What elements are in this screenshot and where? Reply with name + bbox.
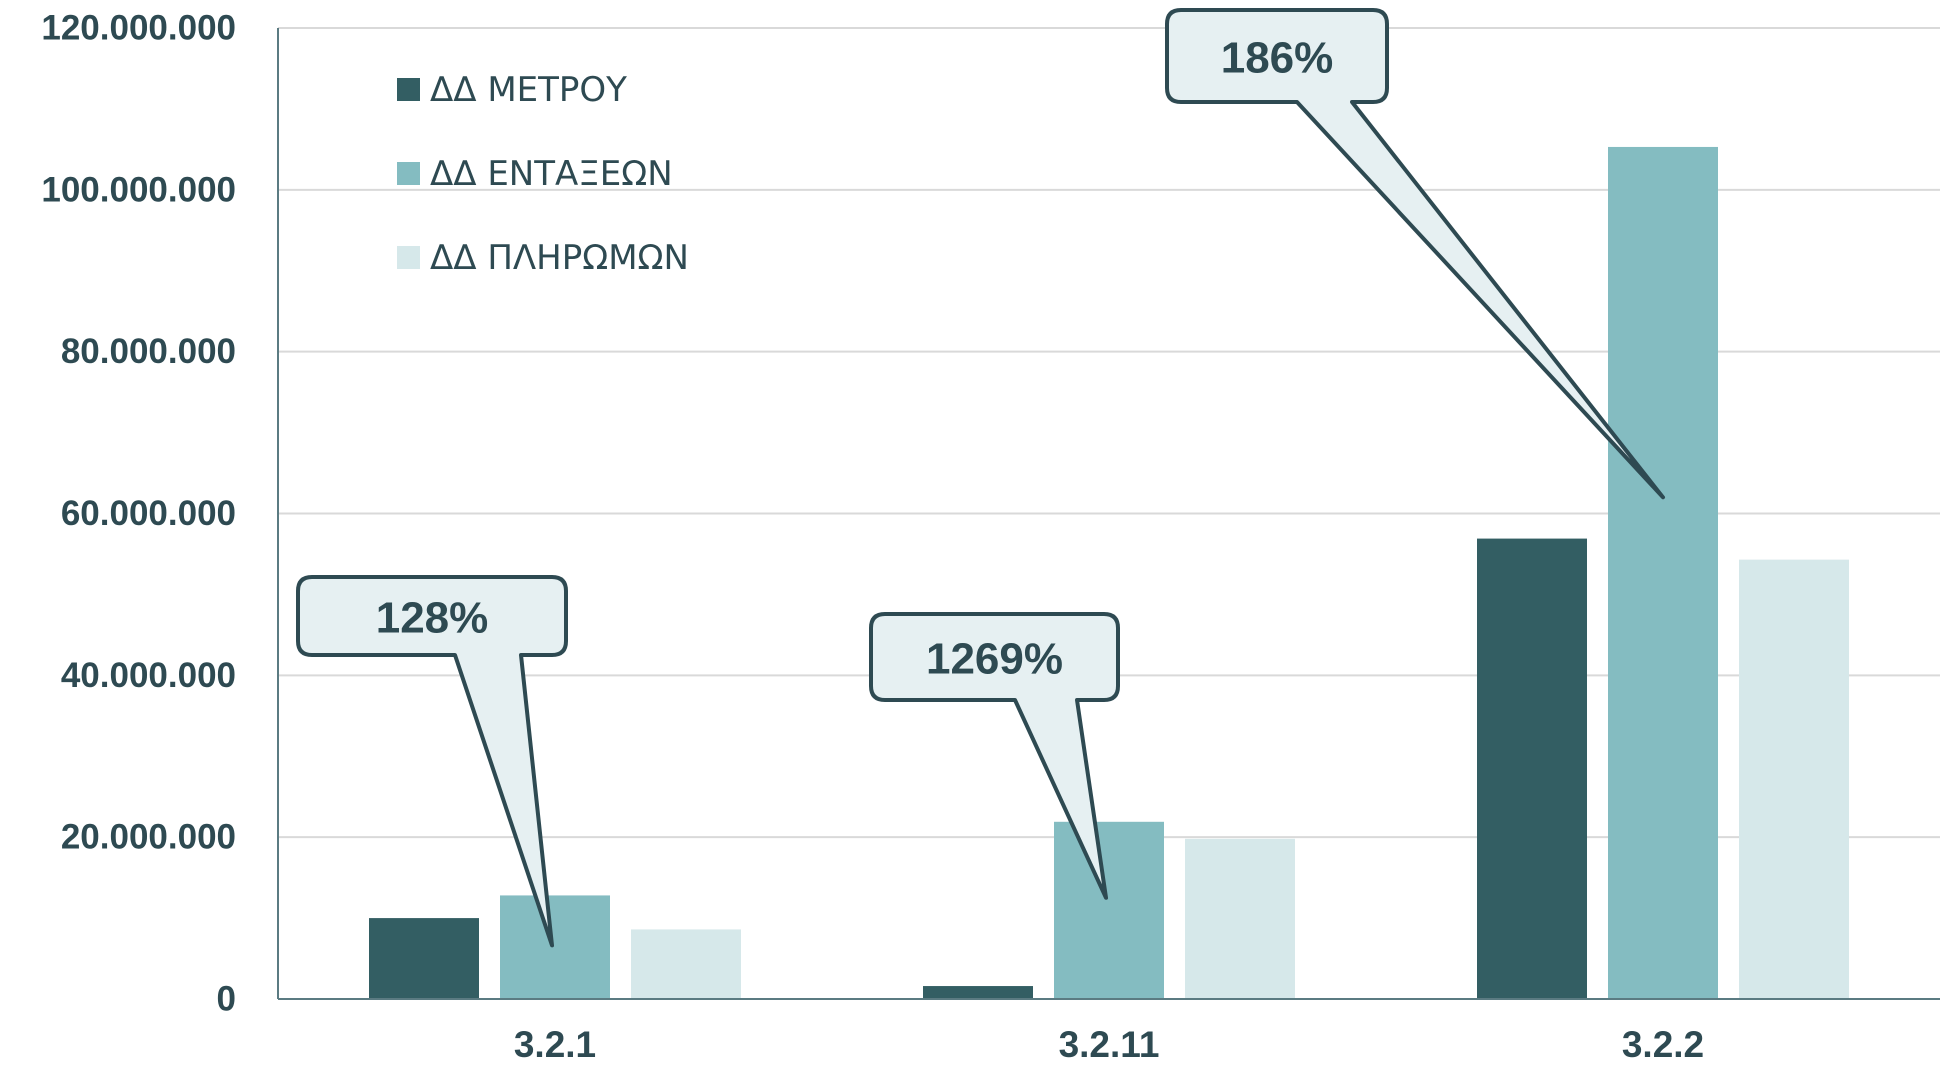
bars — [369, 146, 1849, 999]
bar-3-3.2.2 — [1739, 559, 1849, 999]
y-tick-label: 60.000.000 — [61, 494, 236, 533]
callout-label: 186% — [1221, 34, 1334, 83]
legend-label: ΔΔ ΜΕΤΡΟΥ — [430, 70, 627, 110]
y-tick-label: 120.000.000 — [41, 9, 236, 48]
x-axis-category-labels: 3.2.1 3.2.11 3.2.2 — [514, 1024, 1704, 1065]
callout-bubble — [1165, 8, 1665, 500]
bar-1-3.2.2 — [1477, 538, 1587, 999]
y-tick-label: 80.000.000 — [61, 332, 236, 371]
x-category-label: 3.2.1 — [514, 1024, 596, 1065]
legend-label: ΔΔ ΕΝΤΑΞΕΩΝ — [430, 154, 673, 194]
callout-bubble — [296, 575, 568, 948]
bar-2-3.2.11 — [1054, 821, 1164, 999]
y-tick-label: 40.000.000 — [61, 656, 236, 695]
legend-label: ΔΔ ΠΛΗΡΩΜΩΝ — [430, 238, 689, 278]
y-tick-label: 20.000.000 — [61, 818, 236, 857]
callout-bubble — [869, 612, 1120, 900]
callout-label: 128% — [376, 594, 489, 643]
x-category-label: 3.2.11 — [1059, 1024, 1160, 1065]
callouts: 128% 1269% 186% — [296, 8, 1665, 948]
callout-label: 1269% — [926, 635, 1063, 684]
bar-2-3.2.2 — [1608, 146, 1718, 999]
x-category-label: 3.2.2 — [1622, 1024, 1704, 1065]
bar-1-3.2.11 — [923, 986, 1033, 999]
y-tick-label: 100.000.000 — [41, 170, 236, 209]
y-tick-label: 0 — [217, 980, 236, 1019]
bar-3-3.2.11 — [1185, 838, 1295, 999]
legend-swatch — [397, 162, 420, 185]
legend: ΔΔ ΜΕΤΡΟΥ ΔΔ ΕΝΤΑΞΕΩΝ ΔΔ ΠΛΗΡΩΜΩΝ — [397, 70, 689, 278]
bar-1-3.2.1 — [369, 918, 479, 999]
legend-swatch — [397, 246, 420, 269]
legend-swatch — [397, 78, 420, 101]
y-axis-tick-labels: 0 20.000.000 40.000.000 60.000.000 80.000.00… — [41, 9, 236, 1019]
bar-3-3.2.1 — [631, 929, 741, 999]
bar-2-3.2.1 — [500, 895, 610, 999]
